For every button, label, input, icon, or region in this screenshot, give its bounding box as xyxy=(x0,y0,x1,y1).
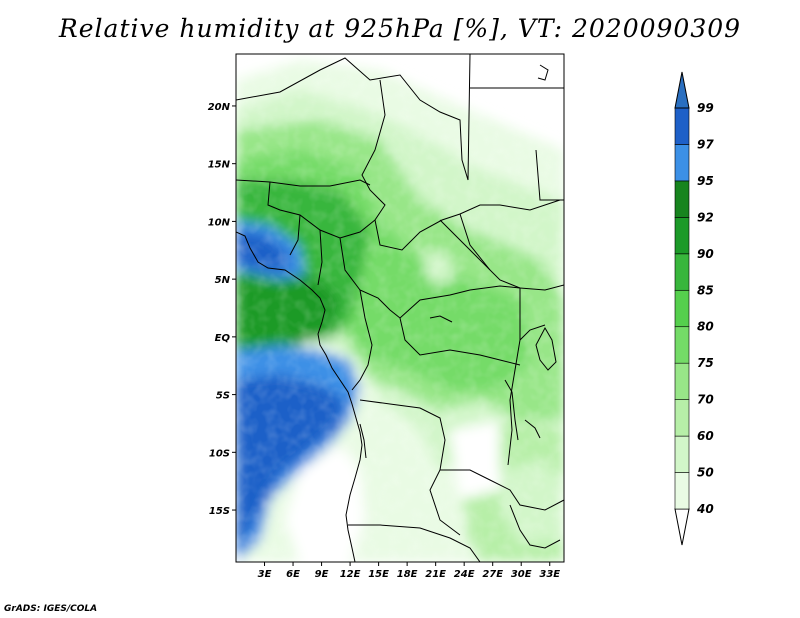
colorbar-bin xyxy=(674,107,690,145)
colorbar-label: 80 xyxy=(697,320,714,334)
colorbar-bin xyxy=(674,399,690,437)
grads-credit: GrADS: IGES/COLA xyxy=(4,604,98,614)
lon-tick-label: 33E xyxy=(539,569,560,580)
colorbar: 40 50 60 70 75 80 85 90 92 95 97 99 xyxy=(674,71,714,546)
colorbar-label: 40 xyxy=(696,502,714,516)
longitude-axis: 3E 6E 9E 12E 15E 18E 21E 24E 27E 30E 33E xyxy=(258,562,560,580)
lat-tick-label: 10S xyxy=(209,448,230,459)
colorbar-label: 95 xyxy=(697,174,714,188)
lon-tick-label: 21E xyxy=(425,569,446,580)
lat-tick-label: 5N xyxy=(215,275,231,286)
lat-tick-label: 5S xyxy=(216,391,230,402)
map-frame xyxy=(235,53,565,563)
colorbar-label: 75 xyxy=(697,356,714,370)
lat-tick-label: 15S xyxy=(209,506,230,517)
country-borders xyxy=(236,54,564,562)
colorbar-bin xyxy=(674,326,690,364)
colorbar-label: 90 xyxy=(697,247,714,261)
map-title: Relative humidity at 925hPa [%], VT: 202… xyxy=(58,14,742,43)
colorbar-label: 50 xyxy=(697,466,714,480)
colorbar-label: 92 xyxy=(697,210,714,224)
humidity-field xyxy=(236,54,564,562)
colorbar-label: 60 xyxy=(697,429,714,443)
lon-tick-label: 6E xyxy=(286,569,300,580)
lon-tick-label: 9E xyxy=(315,569,329,580)
colorbar-bin xyxy=(674,180,690,218)
lat-tick-label: EQ xyxy=(215,333,231,344)
colorbar-high-arrow xyxy=(674,71,690,109)
lon-tick-label: 27E xyxy=(482,569,503,580)
colorbar-label: 70 xyxy=(697,393,714,407)
latitude-axis: 20N 15N 10N 5N EQ 5S 10S 15S xyxy=(208,102,236,517)
colorbar-bin xyxy=(674,289,690,328)
lat-tick-label: 10N xyxy=(208,217,231,228)
colorbar-label: 99 xyxy=(697,101,714,115)
colorbar-bin xyxy=(674,144,690,182)
lat-tick-label: 20N xyxy=(208,102,231,113)
colorbar-bin xyxy=(674,253,690,291)
lon-tick-label: 15E xyxy=(368,569,389,580)
colorbar-bin xyxy=(674,217,690,255)
colorbar-bin xyxy=(674,362,690,400)
lon-tick-label: 3E xyxy=(258,569,272,580)
colorbar-low-arrow xyxy=(674,508,690,546)
lon-tick-label: 24E xyxy=(454,569,475,580)
lat-tick-label: 15N xyxy=(208,160,231,171)
colorbar-label: 97 xyxy=(697,137,714,151)
lon-tick-label: 18E xyxy=(397,569,418,580)
colorbar-bin xyxy=(674,435,690,473)
lon-tick-label: 30E xyxy=(511,569,532,580)
lon-tick-label: 12E xyxy=(340,569,361,580)
colorbar-label: 85 xyxy=(697,283,714,297)
colorbar-bin xyxy=(674,472,690,510)
